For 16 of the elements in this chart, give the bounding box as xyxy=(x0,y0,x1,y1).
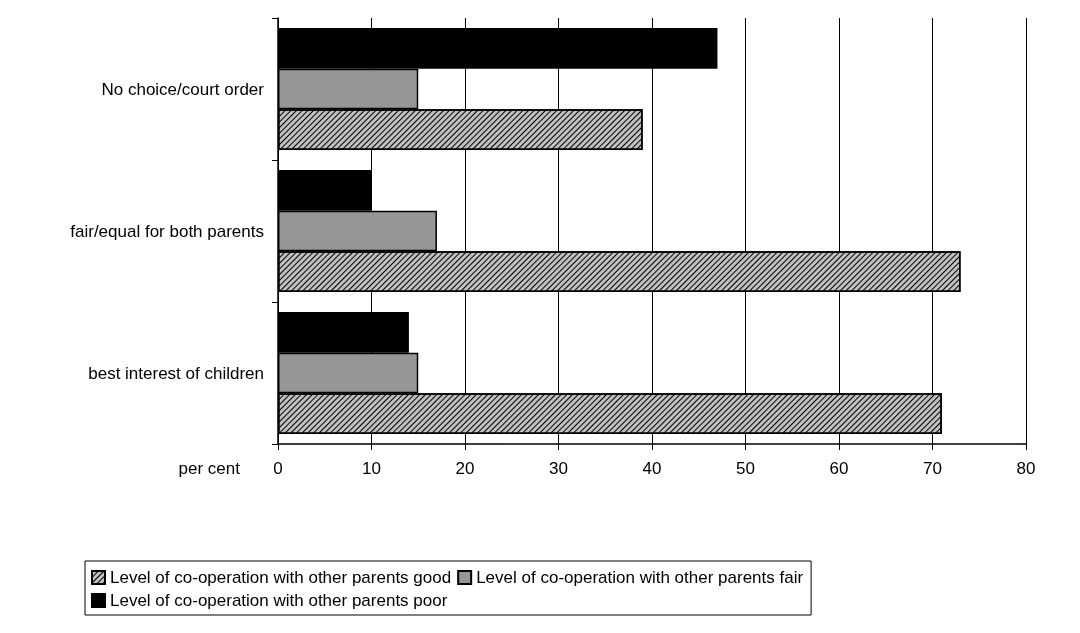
x-tick-label: 70 xyxy=(923,459,942,478)
x-tick-label: 10 xyxy=(362,459,381,478)
legend-label: Level of co-operation with other parents good xyxy=(110,568,452,587)
x-tick-label: 40 xyxy=(642,459,662,478)
legend-label: Level of co-operation with other parents poor xyxy=(110,591,448,610)
x-tick-label: 60 xyxy=(829,459,849,478)
x-tick-label: 30 xyxy=(549,459,568,478)
y-tick-label: No choice/court order xyxy=(101,79,265,99)
x-tick-label: 50 xyxy=(736,459,755,478)
x-tick-label: 80 xyxy=(1016,459,1036,478)
y-tick-label: best interest of children xyxy=(88,363,264,383)
x-axis-title: per cent xyxy=(178,459,241,478)
legend-label: Level of co-operation with other parents fair xyxy=(476,568,804,587)
x-tick-label: 20 xyxy=(455,459,475,478)
x-tick-label: 0 xyxy=(273,459,283,478)
y-tick-label: fair/equal for both parents xyxy=(70,221,264,241)
